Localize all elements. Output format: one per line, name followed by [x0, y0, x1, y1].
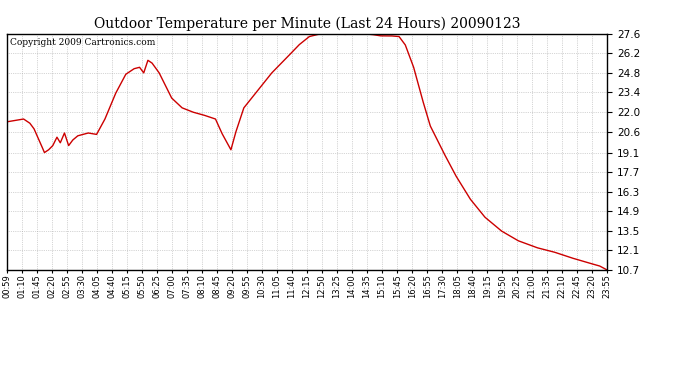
Text: Copyright 2009 Cartronics.com: Copyright 2009 Cartronics.com [10, 39, 155, 48]
Title: Outdoor Temperature per Minute (Last 24 Hours) 20090123: Outdoor Temperature per Minute (Last 24 … [94, 17, 520, 31]
